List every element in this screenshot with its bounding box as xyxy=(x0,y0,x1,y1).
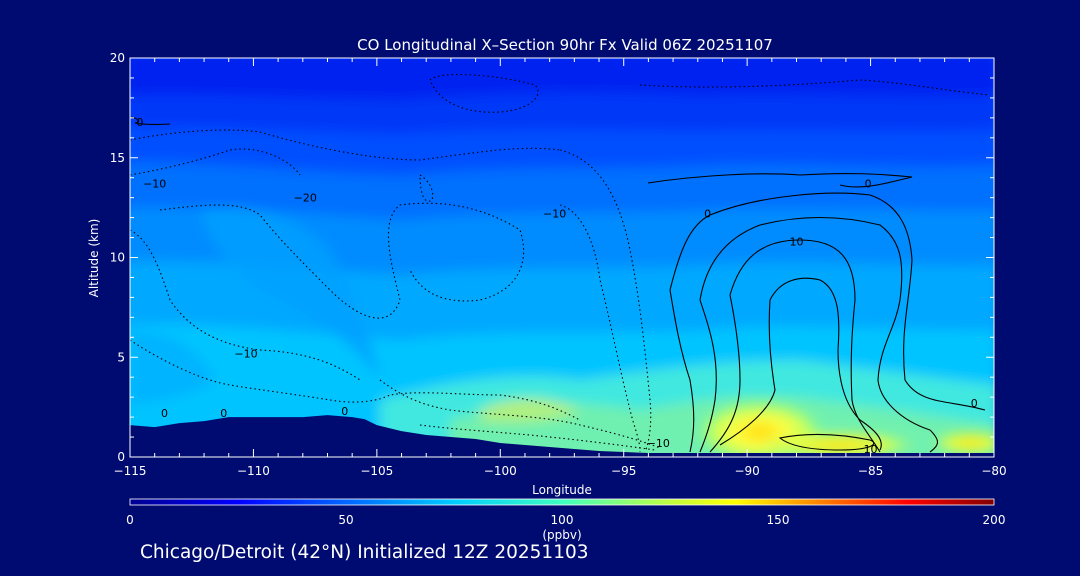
x-tick-label: −95 xyxy=(611,464,636,478)
contour-label: 0 xyxy=(136,116,143,129)
contour-label: 10 xyxy=(790,236,804,249)
contour-label: −10 xyxy=(543,208,566,221)
colorbar-ticks: 0 50 100 150 200 xyxy=(126,513,1005,527)
terrain-mask xyxy=(130,415,994,457)
contour-label: −10 xyxy=(647,437,670,450)
colorbar-tick-label: 150 xyxy=(767,513,790,527)
chart-title: CO Longitudinal X–Section 90hr Fx Valid … xyxy=(357,36,773,54)
contour-label: 0 xyxy=(971,397,978,410)
contour-label: 0 xyxy=(161,407,168,420)
x-tick-label: −100 xyxy=(484,464,517,478)
x-tick-label: −90 xyxy=(734,464,759,478)
y-tick-label: 0 xyxy=(117,450,125,464)
contour-label: 0 xyxy=(220,407,227,420)
colorbar-tick-label: 100 xyxy=(551,513,574,527)
x-tick-label: −115 xyxy=(114,464,147,478)
x-tick-label: −110 xyxy=(237,464,270,478)
footer-caption: Chicago/Detroit (42°N) Initialized 12Z 2… xyxy=(140,542,589,563)
contour-label: 0 xyxy=(865,178,872,191)
colorbar xyxy=(129,498,995,506)
x-tick-label: −85 xyxy=(858,464,883,478)
contour-lines xyxy=(130,74,991,453)
contour-label: −10 xyxy=(234,347,257,360)
colorbar-tick-label: 200 xyxy=(983,513,1006,527)
y-tick-label: 10 xyxy=(110,251,125,265)
y-tick-label: 15 xyxy=(110,151,125,165)
y-tick-label: 20 xyxy=(110,51,125,65)
contour-label: −20 xyxy=(294,192,317,205)
colorbar-tick-label: 50 xyxy=(338,513,353,527)
contour-label: −10 xyxy=(143,178,166,191)
x-tick-label: −105 xyxy=(360,464,393,478)
x-tick-label: −80 xyxy=(981,464,1006,478)
concentration-field xyxy=(130,58,994,457)
contour-label: 0 xyxy=(341,405,348,418)
y-tick-label: 5 xyxy=(117,350,125,364)
colorbar-unit-label: (ppbv) xyxy=(542,528,581,542)
y-axis: 0 5 10 15 20 xyxy=(110,51,994,464)
contour-label: 0 xyxy=(704,208,711,221)
x-axis: −115 −110 −105 −100 −95 −90 −85 −80 xyxy=(114,58,1007,478)
x-axis-label: Longitude xyxy=(532,483,592,497)
y-axis-label: Altitude (km) xyxy=(87,219,101,298)
colorbar-tick-label: 0 xyxy=(126,513,134,527)
